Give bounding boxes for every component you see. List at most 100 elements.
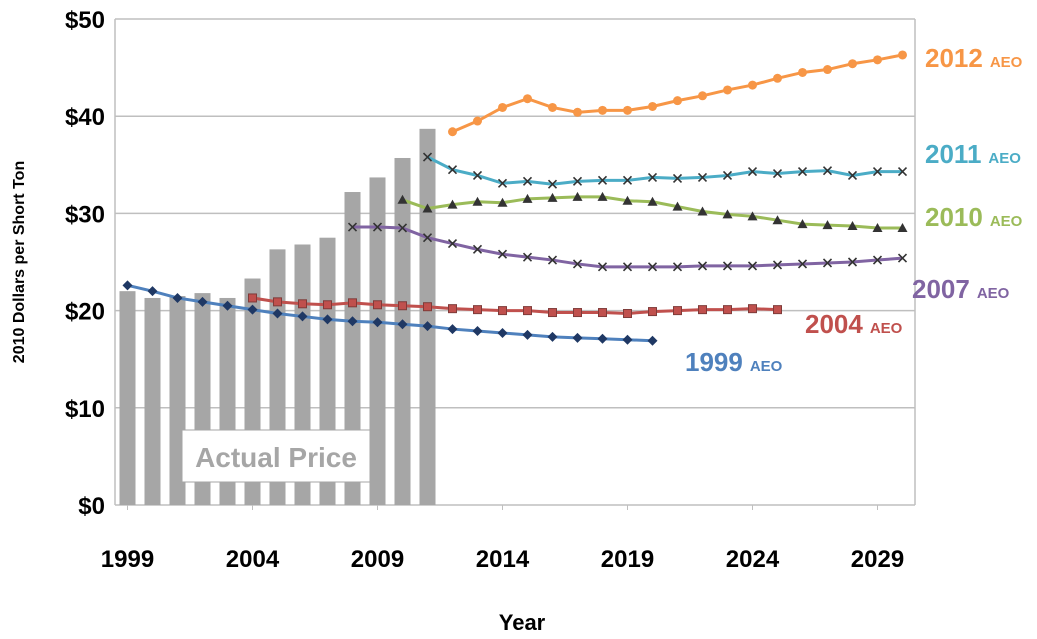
point: [523, 94, 532, 104]
series-name: 2010: [925, 202, 983, 232]
point: [847, 170, 858, 181]
series-name: 2007: [912, 274, 970, 304]
point: [772, 215, 783, 225]
bar: [419, 128, 436, 505]
bar: [369, 177, 386, 505]
point: [422, 321, 433, 332]
point: [547, 331, 558, 342]
point: [573, 308, 582, 318]
point: [748, 304, 757, 314]
point: [247, 304, 258, 315]
series-name-suffix: AEO: [990, 213, 1023, 230]
point: [472, 326, 483, 337]
point: [297, 311, 308, 322]
y-axis-title: 2010 Dollars per Short Ton: [11, 161, 28, 363]
point: [572, 259, 583, 269]
point: [672, 201, 683, 211]
x-axis-title: Year: [499, 610, 546, 635]
series-label: 1999 AEO: [685, 347, 783, 377]
point: [623, 309, 632, 319]
point: [673, 306, 682, 316]
point: [898, 50, 907, 60]
point: [597, 262, 608, 272]
series-label: 2011 AEO: [925, 139, 1021, 169]
point: [497, 178, 508, 188]
point: [698, 91, 707, 101]
point: [673, 96, 682, 106]
point: [597, 175, 608, 185]
point: [547, 179, 558, 189]
point: [472, 170, 483, 181]
x-tick-label: 2014: [476, 546, 530, 573]
point: [722, 209, 733, 219]
point: [422, 203, 433, 213]
point: [797, 219, 808, 229]
point: [723, 305, 732, 315]
point: [847, 221, 858, 231]
point: [897, 222, 908, 232]
y-tick-label: $40: [65, 104, 105, 131]
point: [797, 167, 808, 177]
series-label: 2007 AEO: [912, 274, 1010, 304]
point: [348, 298, 357, 308]
point: [572, 332, 583, 343]
point: [597, 191, 608, 201]
point: [398, 301, 407, 311]
point: [698, 305, 707, 315]
point: [448, 127, 457, 137]
point: [747, 261, 758, 271]
series-name-suffix: AEO: [750, 358, 783, 375]
x-tick-label: 2019: [601, 546, 654, 573]
point: [422, 233, 433, 243]
y-tick-label: $10: [65, 396, 105, 423]
series-name-suffix: AEO: [870, 320, 903, 337]
point: [622, 175, 633, 185]
point: [872, 167, 883, 177]
series-line: [252, 296, 778, 316]
point: [872, 255, 883, 265]
point: [472, 244, 483, 254]
y-tick-label: $20: [65, 299, 105, 326]
point: [672, 173, 683, 183]
point: [347, 316, 358, 327]
point: [497, 249, 508, 259]
point: [197, 296, 208, 307]
x-tick-label: 1999: [101, 546, 154, 573]
point: [773, 305, 782, 315]
point: [722, 170, 733, 181]
point: [897, 253, 908, 263]
point: [323, 300, 332, 310]
y-tick-label: $30: [65, 201, 105, 228]
series-label: 2012 AEO: [925, 43, 1023, 73]
point: [598, 105, 607, 115]
point: [648, 101, 657, 111]
x-tick-label: 2004: [226, 546, 280, 573]
point: [747, 211, 758, 221]
point: [447, 238, 458, 249]
point: [597, 333, 608, 344]
point: [298, 299, 307, 309]
series-name-suffix: AEO: [977, 285, 1010, 302]
point: [622, 334, 633, 345]
point: [498, 102, 507, 112]
series-label: 2004 AEO: [805, 309, 903, 339]
point: [222, 300, 233, 311]
point: [522, 193, 533, 203]
point: [172, 292, 183, 303]
point: [422, 152, 433, 162]
point: [347, 222, 358, 232]
point: [822, 166, 833, 176]
point: [772, 260, 783, 270]
series-name: 1999: [685, 347, 743, 377]
point: [548, 308, 557, 318]
point: [447, 199, 458, 209]
bar: [344, 192, 361, 506]
series-line: [127, 283, 653, 343]
bar-label: Actual Price: [195, 442, 357, 473]
point: [448, 304, 457, 314]
point: [897, 167, 908, 177]
point: [747, 167, 758, 177]
point: [573, 107, 582, 117]
point: [423, 302, 432, 312]
